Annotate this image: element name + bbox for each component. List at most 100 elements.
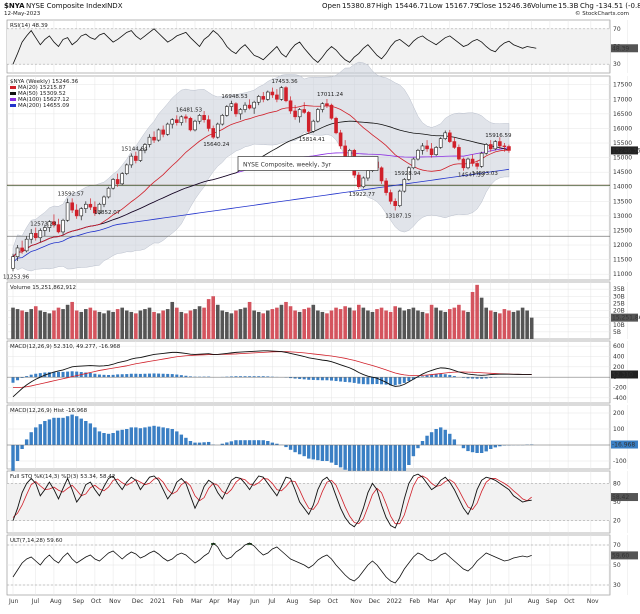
candle-body (138, 150, 143, 161)
macd-hist-bar (471, 377, 475, 379)
candle-body (124, 164, 129, 174)
macd-hist-bar (375, 377, 379, 384)
volume-bar (493, 311, 498, 339)
candle-body (243, 104, 247, 110)
volume-bar (220, 310, 225, 339)
x-tick-label: Aug (528, 598, 540, 605)
volume-bar (320, 311, 325, 339)
volume-bar (520, 307, 525, 339)
hist-bar (15, 445, 20, 461)
macd-hist-bar (125, 374, 129, 378)
volume-bar (438, 310, 443, 339)
macd-hist-bar (370, 377, 374, 385)
trough-label: 15814.41 (299, 137, 325, 143)
x-tick-label: Oct (564, 598, 575, 605)
volume-y-tick: 20B (613, 308, 625, 315)
candle-body (33, 233, 38, 239)
volume-bar (507, 310, 511, 339)
hist-bar (184, 437, 188, 445)
hist-bar (288, 445, 293, 450)
macd-y-tick: -200 (613, 385, 627, 392)
macd-hist-bar (52, 371, 56, 378)
macd-hist-bar (443, 374, 447, 378)
volume-bar (24, 311, 29, 339)
hist-bar (302, 445, 306, 457)
macd-hist-bar (330, 377, 333, 381)
candle-body (156, 129, 161, 141)
hist-bar (179, 434, 184, 445)
chg-label: Chg (580, 2, 594, 10)
macd-panel-frame (6, 340, 611, 404)
candle-body (11, 256, 15, 269)
macd-hist-bar (352, 377, 356, 383)
macd-hist-bar (334, 377, 338, 382)
hist-bar (252, 440, 256, 445)
macd-hist-bar (430, 374, 434, 378)
hist-bar (111, 433, 115, 445)
volume-bar (306, 307, 311, 339)
volume-bar (484, 307, 488, 339)
rsi-value-label-bg (611, 44, 638, 53)
hist-bar (93, 427, 97, 445)
hist-bar (229, 441, 234, 445)
hist-bar (466, 445, 470, 452)
candle-body (297, 109, 302, 118)
x-tick-label: Jun (249, 598, 260, 605)
hist-bar (470, 445, 475, 453)
ma-legend-swatch (10, 86, 16, 89)
hist-bar (206, 441, 211, 445)
sto-value-label: 58.42 (612, 494, 629, 501)
hist-bar (70, 414, 74, 445)
candle-body (65, 202, 70, 221)
macd-hist-bar (20, 377, 24, 378)
rsi-legend: RSI(14) 48.39 (10, 23, 48, 29)
hist-bar (443, 429, 447, 445)
volume-bar (215, 304, 220, 339)
volume-y-tick: 30B (613, 293, 625, 300)
hist-bar (416, 445, 420, 449)
hist-bar (411, 445, 416, 457)
candle-body (106, 187, 111, 198)
macd-hist-bar (207, 376, 211, 378)
volume-bar (111, 311, 115, 339)
x-tick-label: Feb (409, 598, 420, 605)
hist-bar (425, 435, 429, 445)
macd-hist-bar (166, 373, 170, 378)
hist-bar (202, 442, 206, 445)
x-tick-label: Jul (504, 598, 513, 605)
x-tick-label: Jul (31, 598, 40, 605)
x-tick-label: Feb (173, 598, 184, 605)
volume-bar (457, 304, 461, 339)
volume-bar (170, 301, 175, 339)
annotation-box (237, 156, 379, 171)
macd-hist-bar (307, 377, 311, 380)
candle-body (197, 115, 202, 122)
volume-bar (325, 313, 329, 339)
hist-bar (266, 441, 270, 445)
hist-bar (398, 445, 402, 482)
volume-bar (138, 310, 143, 339)
sto-k-line (12, 473, 532, 529)
volume-bar (311, 304, 316, 339)
hist-bar (125, 429, 129, 445)
macd-hist-bar (393, 377, 397, 386)
volume-bar (525, 310, 529, 339)
x-tick-label: Nov (350, 598, 362, 605)
price-y-tick: 16000 (613, 125, 632, 132)
sto-value-label-bg (611, 493, 638, 502)
volume-bar (279, 304, 284, 339)
hist-bar (11, 445, 15, 474)
volume-bar (502, 309, 507, 339)
price-y-tick: 15500 (613, 140, 632, 147)
price-y-tick: 12000 (613, 242, 632, 249)
macd-hist-bar (489, 377, 493, 378)
rsi-y-tick: 70 (613, 26, 621, 33)
candle-body (147, 136, 152, 145)
x-tick-label: Sep (546, 598, 558, 605)
macd-hist-bar (116, 374, 120, 378)
candle-body (411, 158, 416, 169)
macd-hist-bar (143, 373, 147, 378)
volume-bar (297, 311, 302, 339)
volume-bar (375, 309, 379, 339)
